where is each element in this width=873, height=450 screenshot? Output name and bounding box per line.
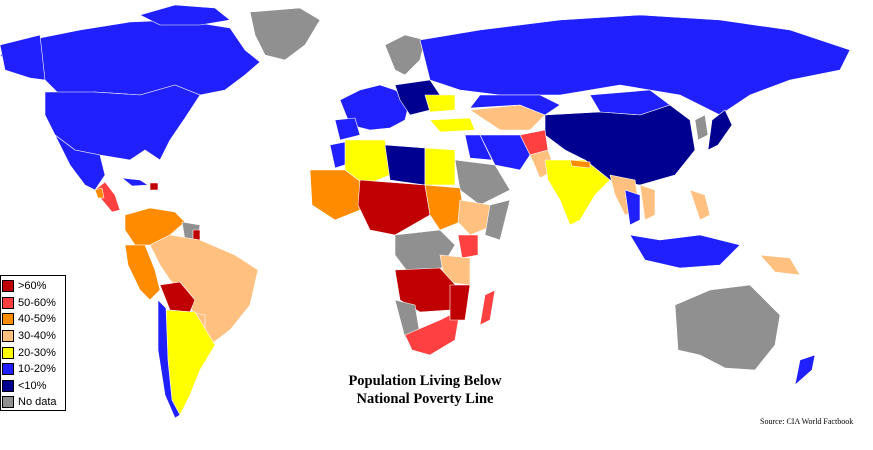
legend: >60% 50-60% 40-50% 30-40% 20-30% 10-20% <10% No… (0, 275, 66, 411)
legend-label: 40-50% (18, 313, 56, 326)
region-turkey (429, 117, 476, 133)
legend-label: 50-60% (18, 296, 56, 309)
region-ethiopia (457, 199, 496, 236)
region-india (544, 159, 611, 226)
legend-swatch (2, 280, 14, 293)
legend-label: 10-20% (18, 363, 56, 376)
region-china (544, 104, 696, 186)
region-philippines (689, 189, 711, 221)
legend-item: No data (2, 394, 65, 411)
region-bolivia (159, 281, 196, 313)
region-mozambique (449, 284, 471, 321)
legend-item: <10% (2, 378, 65, 395)
legend-label: 20-30% (18, 346, 56, 359)
region-vietnam (639, 184, 656, 221)
legend-item: 30-40% (2, 328, 65, 345)
region-scandinavia (384, 34, 426, 76)
legend-label: >60% (18, 280, 47, 293)
legend-item: 50-60% (2, 295, 65, 312)
region-chile (157, 299, 181, 419)
region-algeria (344, 139, 391, 186)
legend-label: No data (18, 396, 57, 409)
region-sudan (424, 184, 466, 231)
region-central-asia (469, 104, 546, 131)
region-russia (419, 14, 851, 116)
region-greenland (249, 7, 321, 61)
region-japan (707, 109, 733, 151)
legend-swatch (2, 313, 14, 326)
region-papua (759, 254, 801, 276)
region-australia (674, 284, 781, 371)
legend-item: 20-30% (2, 344, 65, 361)
legend-label: 30-40% (18, 330, 56, 343)
map-title: Population Living Below National Poverty… (300, 372, 550, 408)
region-mexico (54, 134, 106, 191)
region-libya (384, 144, 426, 186)
region-iberia (334, 117, 361, 141)
region-egypt (424, 147, 456, 186)
region-iraq (464, 134, 493, 161)
region-nepal (569, 159, 591, 169)
region-guatemala (94, 187, 105, 199)
region-cuba (121, 177, 149, 187)
title-line-2: National Poverty Line (356, 391, 494, 407)
region-saudi (454, 159, 511, 206)
title-line-1: Population Living Below (348, 373, 502, 389)
region-west-africa (309, 169, 366, 221)
region-haiti (149, 182, 159, 191)
legend-item: 10-20% (2, 361, 65, 378)
region-iran (479, 134, 531, 171)
legend-swatch (2, 379, 14, 392)
legend-swatch (2, 363, 14, 376)
region-ecuador-peru (124, 244, 161, 301)
legend-swatch (2, 396, 14, 409)
region-alaska (0, 34, 46, 81)
region-ukraine (424, 94, 456, 113)
source-note: Source: CIA World Factbook (760, 417, 854, 426)
legend-label: <10% (18, 379, 47, 392)
region-kenya (457, 234, 479, 259)
region-madagascar (479, 289, 496, 326)
region-somalia (484, 199, 511, 241)
region-korea (694, 114, 709, 141)
region-thailand (624, 189, 641, 226)
region-sahel (357, 179, 431, 236)
region-suriname (192, 229, 201, 241)
legend-item: 40-50% (2, 311, 65, 328)
region-canada-islands (139, 4, 231, 26)
legend-swatch (2, 296, 14, 309)
region-new-zealand (794, 354, 816, 386)
legend-swatch (2, 330, 14, 343)
region-indonesia (629, 234, 741, 269)
region-southern-africa (404, 309, 461, 356)
legend-item: >60% (2, 278, 65, 295)
legend-swatch (2, 346, 14, 359)
region-brazil (149, 234, 259, 346)
